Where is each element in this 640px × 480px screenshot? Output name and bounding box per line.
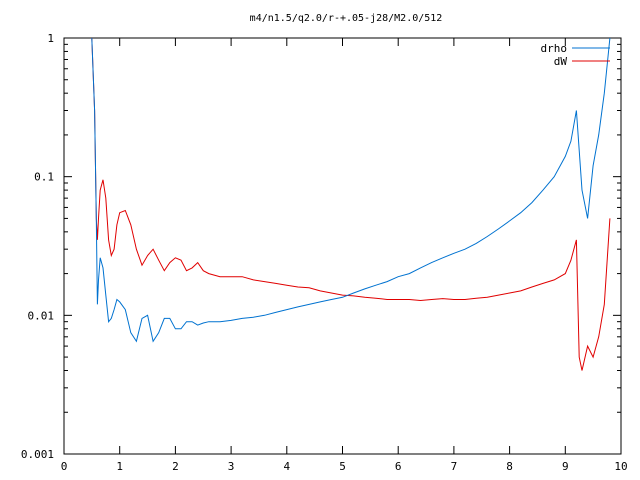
x-tick-label: 6: [395, 460, 402, 473]
chart-title: m4/n1.5/q2.0/r-+.05-j28/M2.0/512: [250, 13, 443, 24]
x-tick-label: 2: [172, 460, 179, 473]
y-tick-label: 1: [47, 32, 54, 45]
x-tick-label: 0: [61, 460, 68, 473]
series-layer: [91, 37, 611, 371]
plot-frame: [63, 37, 622, 455]
legend-label-dW: dW: [554, 55, 568, 68]
x-tick-label: 5: [339, 460, 346, 473]
x-tick-label: 9: [562, 460, 569, 473]
series-line-drho: [91, 37, 611, 343]
legend-label-drho: drho: [541, 42, 568, 55]
x-tick-label: 7: [451, 460, 458, 473]
y-axis: 0.001 0.01 0.1 1: [21, 32, 621, 461]
y-tick-label: 0.001: [21, 448, 54, 461]
x-tick-label: 10: [614, 460, 627, 473]
series-line-dW: [91, 37, 611, 371]
x-tick-label: 8: [506, 460, 513, 473]
y-tick-label: 0.01: [28, 309, 55, 322]
x-tick-label: 1: [116, 460, 123, 473]
x-tick-label: 3: [228, 460, 235, 473]
x-axis: 0 1 2 3 4 5 6 7 8 9 10: [61, 38, 628, 473]
y-tick-label: 0.1: [34, 171, 54, 184]
x-tick-label: 4: [283, 460, 290, 473]
